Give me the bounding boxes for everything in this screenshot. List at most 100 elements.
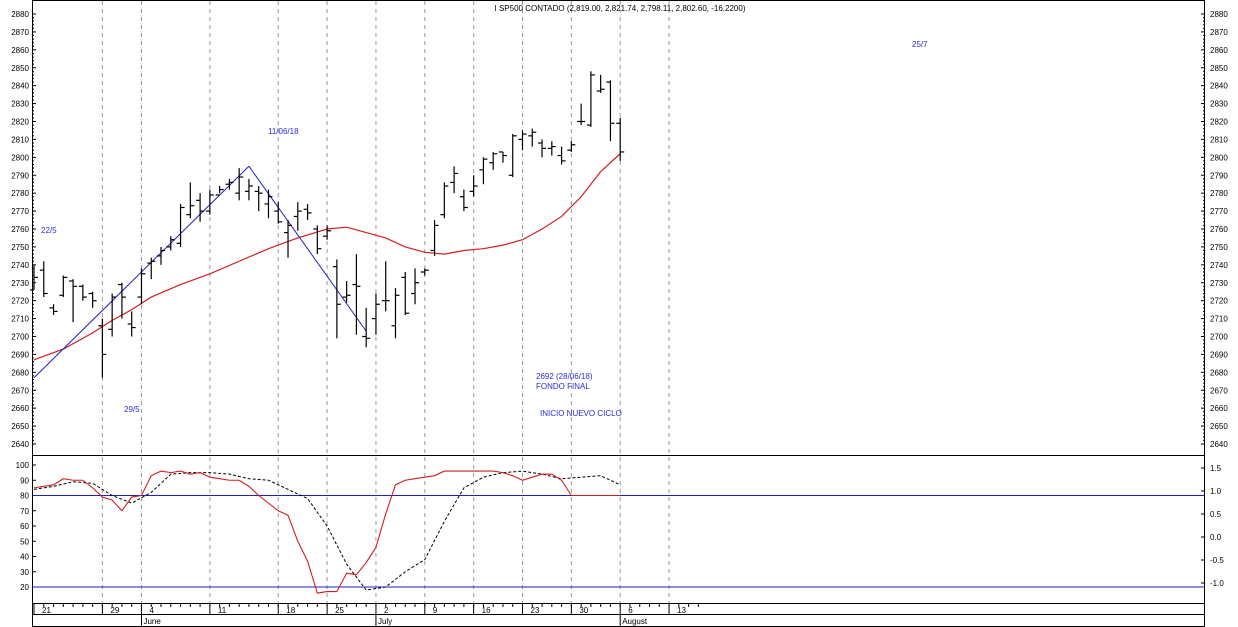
- ohlc-bar: [244, 178, 253, 201]
- price-tick-label-left: 2790: [11, 171, 29, 180]
- ohlc-bar: [274, 202, 283, 224]
- price-tick-label-right: 2710: [1210, 315, 1228, 324]
- ohlc-bar: [157, 246, 166, 265]
- price-tick-label-left: 2750: [11, 243, 29, 252]
- price-tick-label-right: 2760: [1210, 225, 1228, 234]
- price-tick-label-right: 2660: [1210, 404, 1228, 413]
- ohlc-bar: [196, 193, 205, 222]
- price-tick-label-left: 2760: [11, 225, 29, 234]
- chart-frame: [32, 0, 1205, 627]
- price-tick-label-right: 2810: [1210, 135, 1228, 144]
- price-tick-label-left: 2670: [11, 386, 29, 395]
- ohlc-bar: [332, 259, 341, 339]
- x-tick-label: 4: [149, 606, 154, 615]
- price-tick-label-left: 2820: [11, 118, 29, 127]
- price-tick-label-right: 2850: [1210, 64, 1228, 73]
- price-tick-label-left: 2780: [11, 189, 29, 198]
- ohlc-bar: [518, 130, 527, 151]
- annotation-may29: 29/5: [124, 405, 140, 414]
- oscillator-lines: [33, 470, 621, 594]
- price-tick-label-left: 2830: [11, 100, 29, 109]
- oscillator-levels: [33, 495, 1204, 588]
- price-tick-label-left: 2660: [11, 404, 29, 413]
- ohlc-bar: [342, 280, 351, 303]
- ohlc-bar: [205, 189, 214, 215]
- ohlc-bar: [176, 203, 185, 247]
- osc-tick-label-left: 80: [20, 492, 29, 501]
- x-tick-label: 6: [628, 606, 633, 615]
- ohlc-bar: [59, 275, 68, 298]
- price-tick-label-left: 2840: [11, 82, 29, 91]
- moving-average-line: [33, 153, 621, 361]
- price-tick-label-left: 2690: [11, 350, 29, 359]
- osc-tick-label-right: 0.5: [1210, 510, 1222, 519]
- annotation-jul25: 25/7: [912, 40, 928, 49]
- price-tick-label-right: 2770: [1210, 207, 1228, 216]
- price-tick-label-left: 2710: [11, 315, 29, 324]
- x-tick-label: 21: [42, 606, 51, 615]
- oscillator-k-line: [33, 470, 621, 594]
- annotation-may22: 22/5: [41, 226, 57, 235]
- ohlc-bar: [166, 236, 175, 251]
- moving-average: [33, 153, 621, 361]
- osc-tick-label-left: 50: [20, 537, 29, 546]
- ohlc-bar: [567, 141, 576, 152]
- x-tick-label: 25: [335, 606, 344, 615]
- osc-tick-label-right: -1.0: [1210, 579, 1224, 588]
- ohlc-bar: [469, 175, 478, 197]
- ohlc-bar: [147, 257, 156, 280]
- price-tick-label-right: 2720: [1210, 297, 1228, 306]
- price-tick-label-left: 2680: [11, 368, 29, 377]
- price-tick-label-right: 2700: [1210, 333, 1228, 342]
- ohlc-bar: [127, 311, 136, 337]
- annotation-cycle: INICIO NUEVO CICLO: [540, 409, 622, 418]
- ohlc-bar: [371, 293, 380, 335]
- ohlc-bar: [459, 189, 468, 212]
- ohlc-bar: [489, 151, 498, 170]
- osc-tick-label-left: 20: [20, 583, 29, 592]
- x-tick-label: 2: [384, 606, 389, 615]
- ohlc-bar: [69, 279, 78, 323]
- price-tick-label-left: 2870: [11, 28, 29, 37]
- price-tick-label-right: 2750: [1210, 243, 1228, 252]
- month-label: July: [378, 617, 392, 626]
- annotation-low-value: 2692 (28/06/18): [536, 372, 593, 381]
- price-tick-label-right: 2640: [1210, 440, 1228, 449]
- price-tick-label-right: 2740: [1210, 261, 1228, 270]
- annotation-low-text: FONDO FINAL: [536, 382, 590, 391]
- ohlc-bar: [303, 203, 312, 221]
- price-tick-label-left: 2860: [11, 46, 29, 55]
- price-tick-label-right: 2670: [1210, 386, 1228, 395]
- price-tick-label-left: 2740: [11, 261, 29, 270]
- x-tick-label: 29: [110, 606, 119, 615]
- chart-title: I SP500 CONTADO (2,819.00, 2,821.74, 2,7…: [495, 4, 746, 13]
- ohlc-bar: [450, 166, 459, 194]
- price-tick-label-left: 2650: [11, 422, 29, 431]
- osc-tick-label-left: 70: [20, 507, 29, 516]
- x-tick-label: 9: [433, 606, 438, 615]
- x-tick-label: 30: [579, 606, 588, 615]
- ohlc-bar: [30, 264, 38, 291]
- ohlc-bar: [547, 141, 556, 156]
- price-tick-label-left: 2700: [11, 333, 29, 342]
- ohlc-bar: [284, 220, 293, 258]
- x-tick-label: 11: [218, 606, 227, 615]
- ohlc-bar: [362, 307, 371, 348]
- ohlc-bar: [293, 202, 302, 231]
- osc-tick-label-right: 1.0: [1210, 487, 1222, 496]
- ohlc-bar: [88, 291, 97, 308]
- price-tick-label-right: 2690: [1210, 350, 1228, 359]
- ohlc-bar: [557, 146, 566, 165]
- price-tick-label-left: 2640: [11, 440, 29, 449]
- month-label: August: [622, 617, 648, 626]
- trendline: [248, 166, 367, 332]
- price-tick-label-right: 2800: [1210, 153, 1228, 162]
- ohlc-bar: [235, 168, 244, 201]
- ohlc-bar: [49, 304, 58, 315]
- osc-tick-label-left: 30: [20, 568, 29, 577]
- ohlc-bar: [440, 182, 449, 219]
- price-tick-label-left: 2800: [11, 153, 29, 162]
- price-tick-label-right: 2860: [1210, 46, 1228, 55]
- x-tick-label: 16: [482, 606, 491, 615]
